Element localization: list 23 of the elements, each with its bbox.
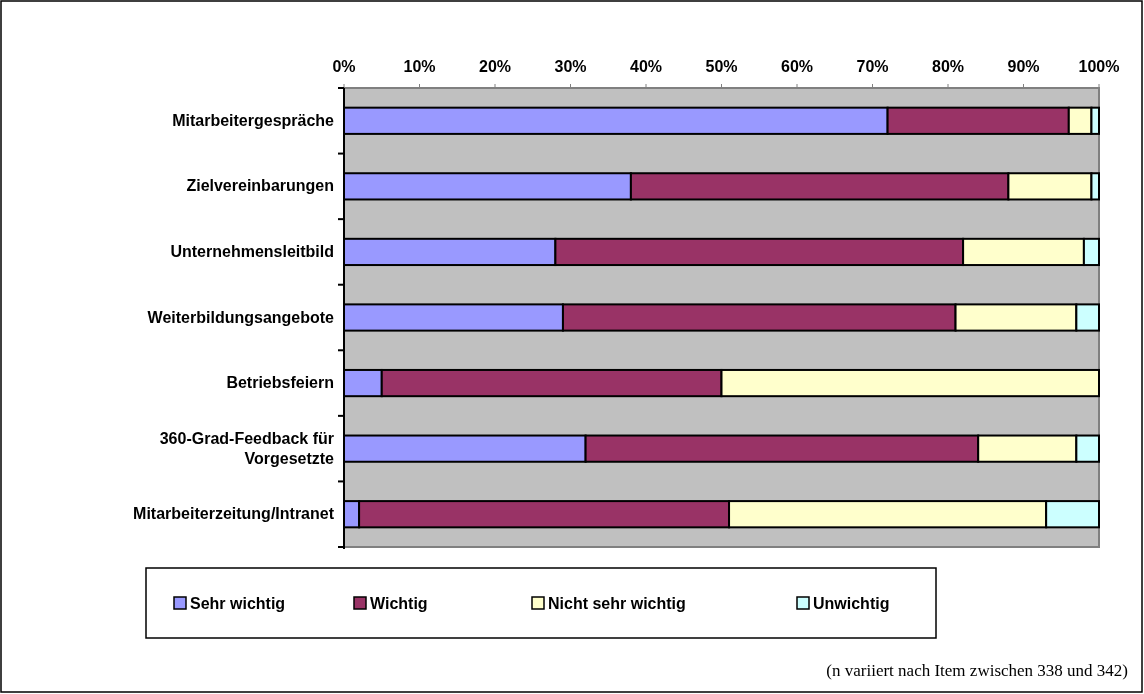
text: (n variiert nach Item zwischen 338 und 342) [826,661,1128,680]
y-tick-label: Unternehmensleitbild [170,242,334,260]
x-tick-label: 20% [478,58,512,75]
legend-label: Nicht sehr wichtig [548,595,686,612]
x-tick-label: 0% [332,58,356,75]
y-tick-label: Zielvereinbarungen [186,177,334,195]
legend-label: Wichtig [370,595,428,612]
y-tick-label: Mitarbeiterzeitung/Intranet [133,505,335,523]
y-tick-label: 360-Grad-Feedback für Vorgesetzte [159,429,335,467]
y-tick-label: Mitarbeitergespräche [172,111,335,129]
x-tick-label: 70% [856,58,889,75]
x-tick-label: 100% [1078,58,1120,75]
x-tick-label: 50% [705,58,738,75]
x-tick-label: 30% [554,58,587,75]
x-tick-label: 40% [629,58,663,75]
legend-label: Sehr wichtig [190,595,286,612]
x-tick-label: 80% [931,58,965,75]
y-tick-label: Betriebsfeiern [226,374,334,392]
x-tick-label: 60% [780,58,814,75]
x-tick-label: 90% [1007,58,1040,75]
y-tick-label: Weiterbildungsangebote [147,308,335,326]
legend-label: Unwichtig [813,595,890,612]
x-tick-label: 10% [403,58,436,75]
